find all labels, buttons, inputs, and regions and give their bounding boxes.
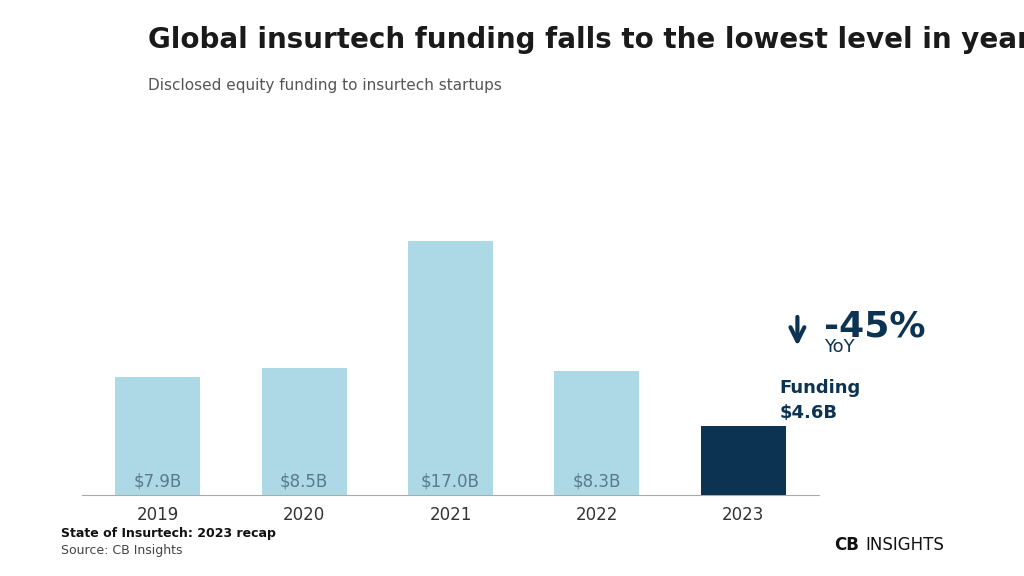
Text: CB: CB <box>835 536 859 554</box>
Text: Global insurtech funding falls to the lowest level in years: Global insurtech funding falls to the lo… <box>148 26 1024 54</box>
Bar <box>116 377 201 495</box>
Text: $17.0B: $17.0B <box>421 473 480 491</box>
Text: $8.5B: $8.5B <box>281 473 329 491</box>
Bar <box>554 371 639 495</box>
Text: -45%: -45% <box>823 310 926 344</box>
Text: Source: CB Insights: Source: CB Insights <box>61 544 183 558</box>
Bar <box>262 368 347 495</box>
Text: $8.3B: $8.3B <box>572 473 622 491</box>
Bar <box>700 426 785 495</box>
Text: Funding
$4.6B: Funding $4.6B <box>780 378 861 422</box>
Text: INSIGHTS: INSIGHTS <box>865 536 944 554</box>
Bar <box>409 241 493 495</box>
Text: Disclosed equity funding to insurtech startups: Disclosed equity funding to insurtech st… <box>148 78 503 93</box>
Text: State of Insurtech: 2023 recap: State of Insurtech: 2023 recap <box>61 527 276 540</box>
Text: YoY: YoY <box>823 338 854 356</box>
Text: $7.9B: $7.9B <box>134 473 182 491</box>
